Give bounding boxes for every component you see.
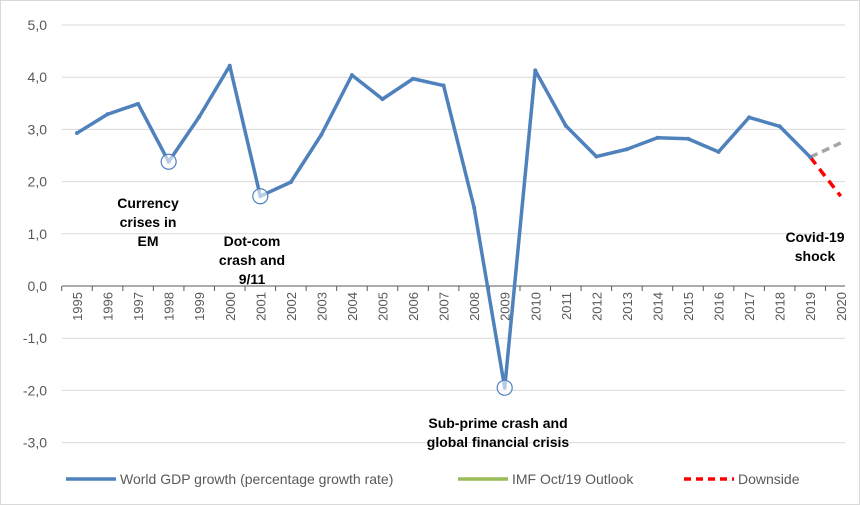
- gdp-data-point: [594, 154, 599, 159]
- y-tick-label: -3,0: [23, 435, 47, 451]
- annotation-line: Sub-prime crash and: [428, 415, 567, 431]
- x-tick-label: 2012: [589, 292, 604, 321]
- gridlines: [62, 24, 845, 444]
- x-tick-label: 2006: [406, 292, 421, 321]
- annotation-line: Covid-19: [785, 229, 844, 245]
- event-marker-circle: [496, 379, 513, 396]
- legend-label: Downside: [738, 471, 800, 487]
- annotation-text: Dot-com crash and 9/11: [219, 233, 285, 287]
- x-tick-label: 1999: [192, 292, 207, 321]
- event-markers: [160, 153, 513, 396]
- gdp-data-point: [136, 101, 141, 106]
- x-tick-label: 1998: [162, 292, 177, 321]
- annotation-text: Currency crises in EM: [117, 195, 179, 249]
- y-tick-label: -1,0: [23, 330, 47, 346]
- annotation-line: crash and: [219, 252, 285, 268]
- annotation-text: Sub-prime crash and global financial cris…: [427, 415, 570, 450]
- x-tick-label: 2014: [650, 292, 665, 321]
- gdp-data-point: [380, 97, 385, 102]
- y-axis-ticks: 5,0 4,0 3,0 2,0 1,0 0,0 -1,0 -2,0 -3,0: [23, 17, 47, 451]
- x-tick-label: 2003: [314, 292, 329, 321]
- annotation-line: 9/11: [239, 271, 266, 287]
- x-tick-label: 2019: [803, 292, 818, 321]
- x-tick-label: 1995: [70, 292, 85, 321]
- legend-label: World GDP growth (percentage growth rate…: [120, 471, 393, 487]
- x-tick-label: 1997: [131, 292, 146, 321]
- x-tick-label: 2009: [498, 292, 513, 321]
- legend: World GDP growth (percentage growth rate…: [66, 471, 800, 487]
- x-tick-label: 2008: [467, 292, 482, 321]
- gdp-data-point: [105, 112, 110, 117]
- y-tick-label: 3,0: [28, 121, 48, 137]
- x-tick-label: 2007: [437, 292, 452, 321]
- gdp-data-point: [563, 123, 568, 128]
- x-tick-label: 2004: [345, 292, 360, 321]
- annotation-line: Currency: [117, 195, 179, 211]
- gdp-data-point: [319, 132, 324, 137]
- y-tick-label: 5,0: [28, 17, 48, 33]
- gdp-data-point: [655, 135, 660, 140]
- gdp-data-point: [777, 124, 782, 129]
- x-tick-label: 2013: [620, 292, 635, 321]
- x-tick-label: 2016: [712, 292, 727, 321]
- gdp-data-point: [349, 73, 354, 78]
- annotation-line: Dot-com: [224, 233, 281, 249]
- x-axis-ticks: 1995 1996 1997 1998 1999 2000 2001 2002 2003 2004…: [61, 286, 849, 321]
- annotation-text: Covid-19 shock: [785, 229, 844, 264]
- annotation-line: crises in: [120, 214, 177, 230]
- y-tick-label: 1,0: [28, 226, 48, 242]
- y-tick-label: 2,0: [28, 174, 48, 190]
- annotations: Currency crises in EM Dot-com crash and 9/11 S…: [117, 195, 845, 450]
- gdp-data-point: [808, 155, 813, 160]
- gdp-data-point: [75, 131, 79, 136]
- gdp-data-point: [441, 83, 446, 88]
- x-tick-label: 2020: [834, 292, 849, 321]
- gdp-data-point: [197, 114, 202, 119]
- gdp-data-point: [472, 205, 477, 210]
- gdp-data-point: [624, 147, 629, 152]
- x-tick-label: 1996: [101, 292, 116, 321]
- x-tick-label: 2018: [773, 292, 788, 321]
- x-tick-label: 2002: [284, 292, 299, 321]
- series-imf-outlook-line: [809, 141, 842, 159]
- y-tick-label: -2,0: [23, 382, 47, 398]
- series-lines: [75, 63, 843, 390]
- x-tick-label: 2015: [681, 292, 696, 321]
- legend-label: IMF Oct/19 Outlook: [512, 471, 634, 487]
- x-tick-label: 2017: [742, 292, 757, 321]
- gdp-data-point: [227, 63, 232, 68]
- gdp-data-point: [411, 76, 416, 81]
- x-tick-label: 2011: [559, 292, 574, 320]
- series-downside-line: [808, 155, 843, 198]
- x-tick-label: 2001: [253, 292, 268, 321]
- gdp-data-point: [288, 180, 293, 185]
- gdp-data-point: [533, 68, 538, 73]
- x-tick-label: 2000: [223, 292, 238, 321]
- gdp-data-point: [747, 115, 752, 120]
- annotation-line: EM: [138, 233, 159, 249]
- annotation-line: global financial crisis: [427, 434, 570, 450]
- annotation-line: shock: [795, 248, 836, 264]
- event-marker-circle: [160, 153, 177, 170]
- y-tick-label: 0,0: [28, 278, 48, 294]
- gdp-data-point: [686, 136, 690, 141]
- event-marker-circle: [252, 188, 269, 205]
- x-tick-label: 2005: [376, 292, 391, 321]
- gdp-data-point: [716, 149, 721, 154]
- y-tick-label: 4,0: [28, 69, 48, 85]
- x-tick-label: 2010: [528, 292, 543, 321]
